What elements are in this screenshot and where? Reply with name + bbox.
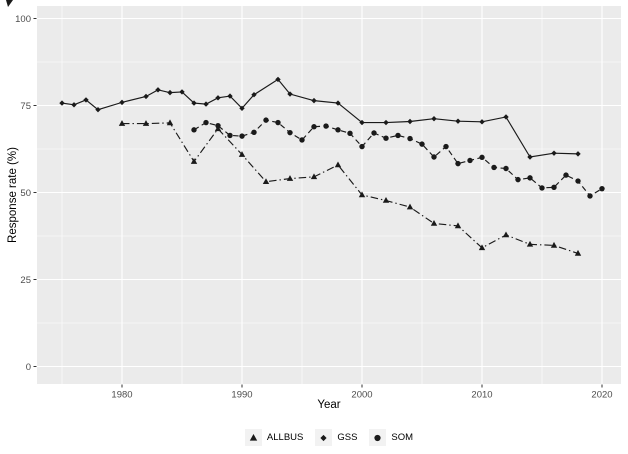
y-axis-title: Response rate (%) <box>7 147 19 243</box>
circle-marker-icon <box>374 434 382 441</box>
chart-legend: ALLBUS GSS SOM <box>37 427 621 447</box>
axis-ticks: 1980 1990 2000 2010 2020 0 25 50 75 100 <box>15 14 612 401</box>
diamond-marker-icon <box>320 434 327 441</box>
x-tick-label: 2010 <box>471 390 492 401</box>
series-gss <box>59 76 581 160</box>
y-tick-label: 0 <box>26 362 31 373</box>
panel-background <box>37 6 621 384</box>
triangle-marker-icon <box>249 433 258 441</box>
legend-key-gss <box>315 428 333 446</box>
y-tick-label: 100 <box>15 14 31 25</box>
y-tick-label: 25 <box>20 275 31 286</box>
x-axis-title: Year <box>317 399 341 411</box>
legend-label-som: SOM <box>391 431 414 443</box>
legend-label-gss: GSS <box>337 431 358 443</box>
legend-item-gss: GSS <box>315 428 358 446</box>
legend-label-allbus: ALLBUS <box>266 431 304 443</box>
y-tick-label: 50 <box>20 188 31 199</box>
y-tick-label: 75 <box>20 101 31 112</box>
x-tick-label: 1990 <box>231 390 252 401</box>
cursor-artifact <box>6 0 13 7</box>
x-tick-label: 2000 <box>351 390 372 401</box>
series-som <box>191 117 605 199</box>
panel-grid <box>37 6 621 384</box>
x-tick-label: 2020 <box>591 390 612 401</box>
legend-key-allbus <box>244 428 262 446</box>
x-tick-label: 1980 <box>111 390 132 401</box>
series-allbus <box>118 119 582 256</box>
legend-item-allbus: ALLBUS <box>244 428 304 446</box>
legend-item-som: SOM <box>369 428 414 446</box>
legend-key-som <box>369 428 387 446</box>
